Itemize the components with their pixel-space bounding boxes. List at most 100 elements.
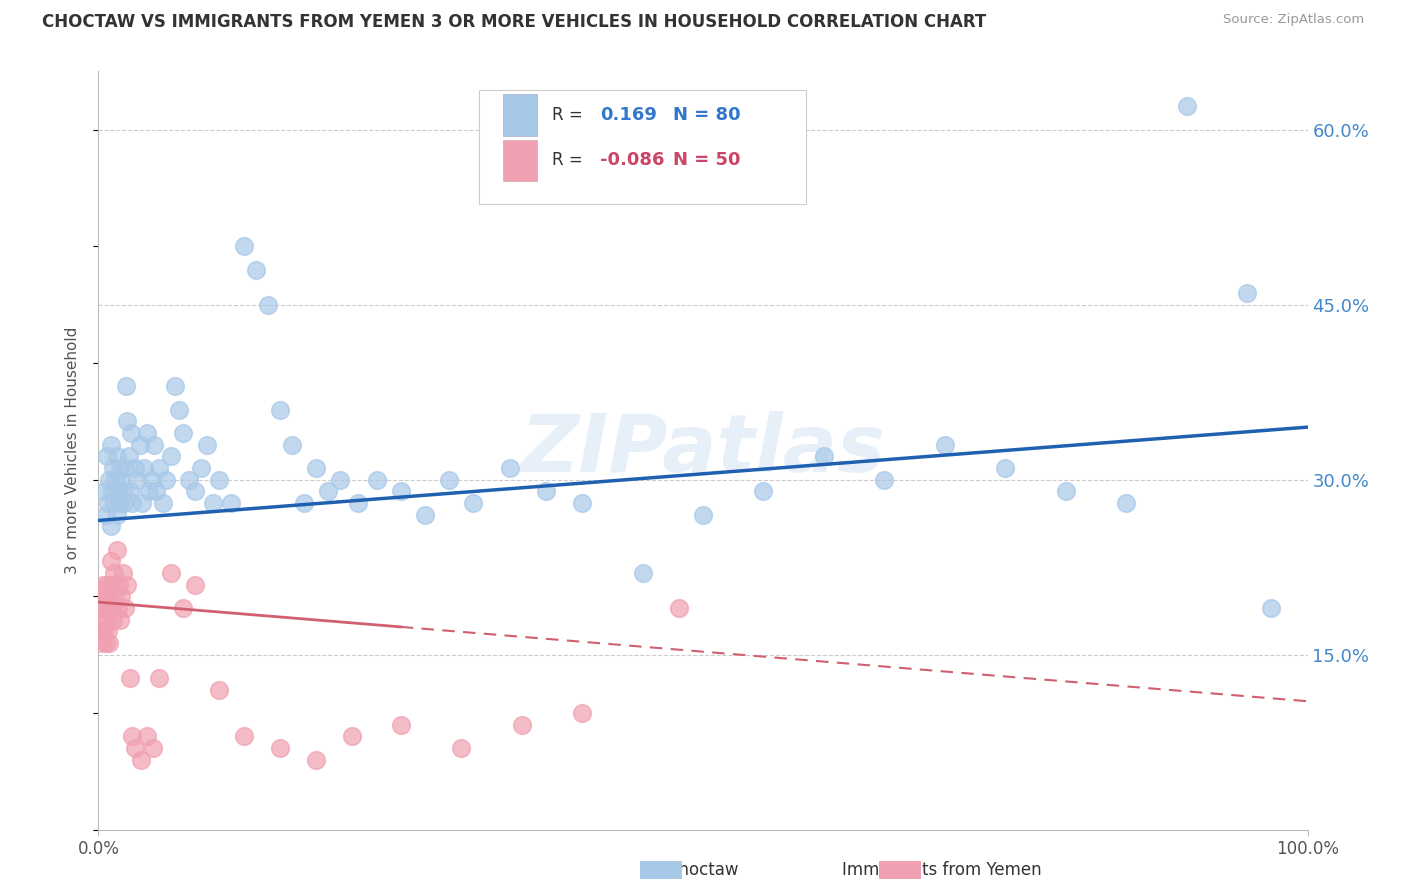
Point: [100, 554, 122, 568]
Point: [108, 496, 131, 510]
Point: [100, 577, 122, 591]
Point: [103, 566, 125, 580]
Point: [245, 262, 267, 277]
Point: [934, 437, 956, 451]
Point: [208, 473, 231, 487]
Point: [98, 473, 121, 487]
Point: [366, 473, 388, 487]
Point: [96, 450, 118, 464]
Point: [316, 484, 339, 499]
Point: [152, 496, 174, 510]
Point: [121, 729, 143, 743]
Text: Choctaw: Choctaw: [668, 861, 738, 879]
Point: [752, 484, 775, 499]
Point: [160, 566, 183, 580]
Point: [117, 414, 139, 428]
Y-axis label: 3 or more Vehicles in Household: 3 or more Vehicles in Household: [65, 326, 80, 574]
Point: [143, 437, 166, 451]
Point: [145, 484, 167, 499]
Point: [100, 519, 122, 533]
Point: [184, 577, 207, 591]
Point: [342, 729, 364, 743]
Point: [142, 740, 165, 755]
Point: [105, 508, 128, 522]
Point: [98, 601, 121, 615]
Point: [107, 484, 129, 499]
Point: [105, 450, 128, 464]
Point: [124, 740, 146, 755]
Text: -0.086: -0.086: [600, 152, 665, 169]
Point: [1054, 484, 1077, 499]
Point: [813, 450, 835, 464]
Point: [269, 740, 291, 755]
Text: Immigrants from Yemen: Immigrants from Yemen: [842, 861, 1042, 879]
Point: [160, 450, 183, 464]
Point: [97, 624, 120, 639]
Point: [1175, 99, 1198, 113]
Point: [107, 601, 129, 615]
Point: [172, 601, 194, 615]
Point: [108, 577, 131, 591]
Point: [105, 542, 128, 557]
Point: [111, 484, 134, 499]
Text: R =: R =: [553, 152, 588, 169]
Point: [172, 425, 194, 440]
Point: [110, 589, 132, 603]
Point: [118, 484, 141, 499]
FancyBboxPatch shape: [503, 139, 537, 181]
Point: [97, 496, 120, 510]
Point: [94, 508, 117, 522]
Text: 0.169: 0.169: [600, 106, 657, 124]
Point: [135, 425, 157, 440]
Point: [104, 473, 127, 487]
Point: [281, 437, 304, 451]
Text: Source: ZipAtlas.com: Source: ZipAtlas.com: [1223, 13, 1364, 27]
Point: [128, 437, 150, 451]
Point: [138, 484, 160, 499]
Point: [1236, 285, 1258, 300]
Point: [108, 461, 131, 475]
FancyBboxPatch shape: [479, 90, 806, 204]
Point: [571, 706, 593, 720]
Point: [184, 484, 207, 499]
Point: [111, 566, 134, 580]
Point: [498, 461, 520, 475]
Point: [112, 496, 135, 510]
Point: [135, 729, 157, 743]
Point: [202, 496, 225, 510]
Text: R =: R =: [553, 106, 588, 124]
Point: [305, 753, 328, 767]
Point: [127, 473, 149, 487]
Point: [148, 461, 170, 475]
Point: [221, 496, 243, 510]
Text: N = 80: N = 80: [673, 106, 741, 124]
Point: [256, 298, 278, 312]
Point: [121, 496, 143, 510]
Point: [100, 484, 122, 499]
Point: [100, 601, 122, 615]
Point: [124, 461, 146, 475]
Point: [117, 577, 139, 591]
Point: [134, 461, 156, 475]
Point: [98, 636, 121, 650]
Point: [91, 577, 114, 591]
Point: [437, 473, 460, 487]
Point: [101, 613, 124, 627]
Point: [873, 473, 896, 487]
Point: [114, 461, 136, 475]
Text: N = 50: N = 50: [673, 152, 741, 169]
Point: [1260, 601, 1282, 615]
Point: [534, 484, 557, 499]
Point: [169, 402, 191, 417]
Point: [91, 636, 114, 650]
Point: [1115, 496, 1137, 510]
Point: [232, 729, 254, 743]
Point: [97, 589, 120, 603]
Point: [103, 496, 125, 510]
Point: [155, 473, 177, 487]
Point: [305, 461, 328, 475]
Point: [389, 484, 412, 499]
Point: [93, 484, 115, 499]
Point: [389, 717, 412, 731]
Point: [118, 671, 141, 685]
